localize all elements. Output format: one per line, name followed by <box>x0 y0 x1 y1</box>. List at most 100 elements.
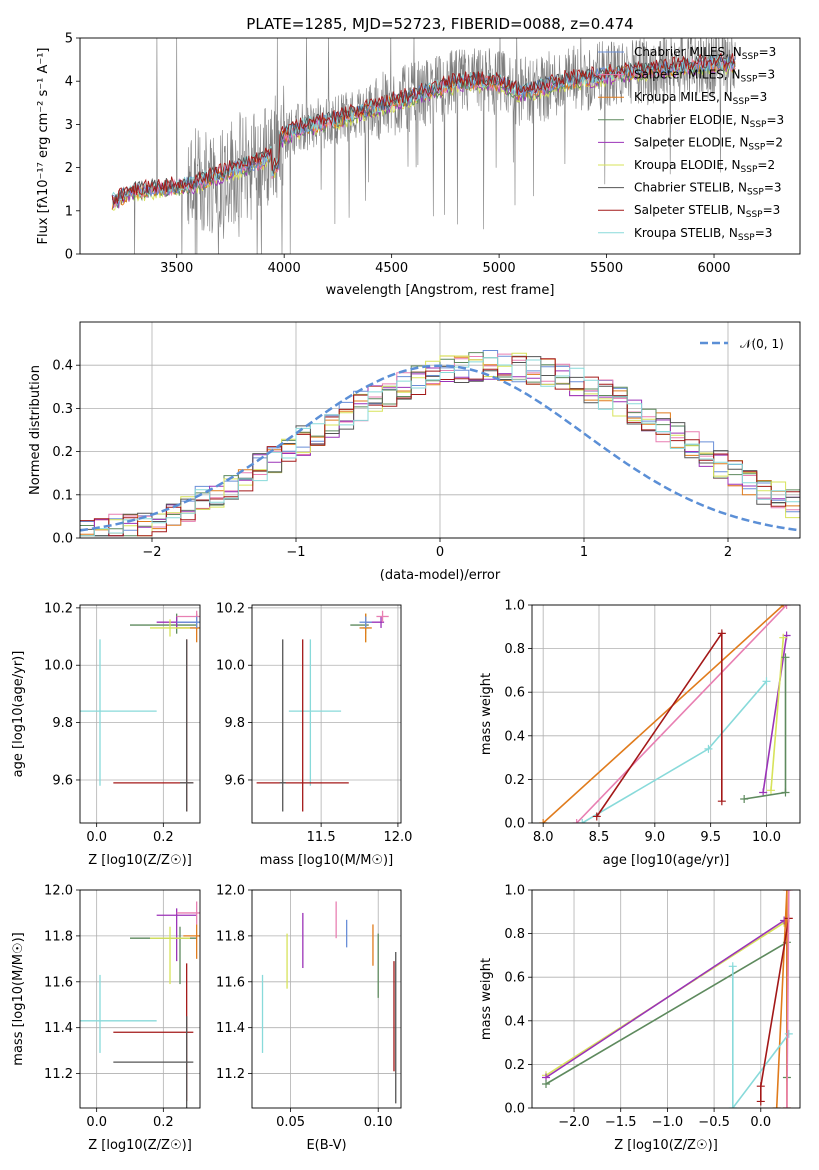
axes-frame <box>251 604 402 824</box>
y-tick-label: 0.1 <box>52 488 73 503</box>
y-tick-label: 0.2 <box>504 773 525 788</box>
weight-line-salpeter_stelib <box>596 630 723 817</box>
x-axis-label: Z [log10(Z/Z☉)] <box>88 1138 192 1153</box>
y-tick-label: 10.2 <box>216 601 245 616</box>
model-spectrum-salpeter_stelib <box>111 52 736 205</box>
y-tick-label: 5 <box>65 32 73 47</box>
weight-marker-kroupa_stelib <box>728 962 737 971</box>
y-tick-label: 3 <box>65 118 73 133</box>
panel-age_vs_Z: 0.0 0.2 9.6 9.8 10.0 10.2 Z [log10(Z/Z☉)] age [… <box>11 601 201 868</box>
x-tick-label: 0.0 <box>86 830 107 845</box>
y-axis-label: mass weight <box>479 958 494 1040</box>
y-tick-label: 10.2 <box>44 601 73 616</box>
weight-marker-salpeter_stelib <box>717 629 726 638</box>
panel-weight_vs_age: 8.0 8.5 9.0 9.5 10.0 0.0 0.2 0.4 0.6 0.8 1.0 age [l… <box>479 599 801 868</box>
y-tick-label: 0 <box>65 248 73 263</box>
errorbar-kroupa_stelib <box>80 639 157 786</box>
y-tick-label: 0.6 <box>504 686 525 701</box>
x-tick-label: 0 <box>436 545 444 560</box>
y-tick-label: 12.0 <box>216 884 245 899</box>
weight-marker-salpeter_stelib <box>592 812 601 821</box>
x-axis-label: Z [log10(Z/Z☉)] <box>88 853 192 868</box>
weight-marker-kroupa_stelib <box>762 677 771 686</box>
weight-marker-kroupa_stelib <box>578 819 587 823</box>
plot-area-weight_vs_age <box>539 605 791 823</box>
plot-area-mass_vs_ebv <box>261 901 397 1104</box>
axes-frame <box>79 321 801 539</box>
histogram-chabrier_miles <box>80 350 800 537</box>
weight-marker-kroupa_stelib <box>728 1104 737 1108</box>
x-tick-label: −1 <box>286 545 305 560</box>
histogram-kroupa_miles <box>80 355 800 535</box>
errorbar-salpeter_miles <box>376 610 389 623</box>
normal-reference-curve <box>80 364 800 532</box>
y-tick-label: 0.0 <box>52 532 73 547</box>
y-tick-label: 1 <box>65 204 73 219</box>
errorbar-chabrier_miles <box>176 616 200 628</box>
y-tick-label: 11.8 <box>44 929 73 944</box>
y-tick-label: 0.2 <box>52 445 73 460</box>
errorbar-kroupa_elodie <box>150 926 190 985</box>
x-tick-label: 5000 <box>483 261 516 276</box>
plot-area-residuals <box>80 350 800 537</box>
errorbar-kroupa_stelib <box>288 639 342 786</box>
x-axis-label: wavelength [Angstrom, rest frame] <box>326 283 555 298</box>
axes-frame <box>79 889 201 1109</box>
y-tick-label: 11.6 <box>44 975 73 990</box>
x-tick-label: 4500 <box>375 261 408 276</box>
x-tick-label: −2 <box>142 545 161 560</box>
x-tick-label: 9.5 <box>700 830 721 845</box>
weight-line-kroupa_miles <box>542 605 784 823</box>
y-tick-label: 11.4 <box>44 1021 73 1036</box>
legend-label-normal: 𝒩(0, 1) <box>740 337 784 351</box>
y-tick-label: 0.8 <box>504 927 525 942</box>
x-axis-label: E(B-V) <box>306 1138 346 1153</box>
x-tick-label: 5500 <box>590 261 623 276</box>
x-tick-label: 0.2 <box>153 1115 174 1130</box>
x-tick-label: 0.10 <box>364 1115 393 1130</box>
x-tick-label: 0.0 <box>86 1115 107 1130</box>
axes-frame <box>79 37 801 255</box>
weight-marker-salpeter_stelib <box>756 1097 765 1106</box>
y-tick-label: 0.4 <box>52 359 73 374</box>
y-tick-label: 12.0 <box>44 884 73 899</box>
y-axis-label: Normed distribution <box>28 365 43 495</box>
weight-line-salpeter_miles <box>786 890 790 1108</box>
weight-marker-kroupa_miles <box>539 819 548 823</box>
y-tick-label: 11.2 <box>44 1067 73 1082</box>
panel-residuals: −2 −1 0 1 2 0.0 0.1 0.2 0.3 0.4 (data-model)/error… <box>28 321 801 583</box>
x-tick-label: 4000 <box>268 261 301 276</box>
x-axis-label: (data-model)/error <box>380 568 501 583</box>
weight-marker-salpeter_elodie <box>759 788 768 797</box>
y-axis-label: Flux [fλ10⁻¹⁷ erg cm⁻² s⁻¹ A⁻¹] <box>36 48 51 245</box>
weight-marker-salpeter_stelib <box>717 797 726 806</box>
panel-spectrum: 3500 4000 4500 5000 5500 6000 0 1 2 3 4 5 PLATE=1285… <box>36 15 801 298</box>
weight-marker-chabrier_elodie <box>781 653 790 662</box>
x-tick-label: 8.5 <box>589 830 610 845</box>
y-tick-label: 1.0 <box>504 884 525 899</box>
y-tick-label: 4 <box>65 75 73 90</box>
x-tick-label: 2 <box>724 545 732 560</box>
y-axis-label: age [log10(age/yr)] <box>11 651 26 778</box>
weight-line-salpeter_stelib <box>760 918 790 1102</box>
weight-line-kroupa_elodie <box>770 637 785 791</box>
axes-frame <box>531 889 801 1109</box>
y-tick-label: 0.6 <box>504 971 525 986</box>
y-tick-label: 9.6 <box>224 773 245 788</box>
y-tick-label: 0.3 <box>52 402 73 417</box>
weight-line-chabrier_elodie <box>545 940 788 1085</box>
x-axis-label: Z [log10(Z/Z☉)] <box>614 1138 718 1153</box>
weight-line-salpeter_miles <box>576 605 788 823</box>
y-tick-label: 0.0 <box>504 817 525 832</box>
model-spectrum-chabrier_stelib <box>111 54 736 205</box>
x-axis-label: age [log10(age/yr)] <box>603 853 730 868</box>
histogram-salpeter_stelib <box>80 356 800 537</box>
legend-label-salpeter_stelib: Salpeter STELIB, NSSP=3 <box>634 203 780 220</box>
y-tick-label: 11.4 <box>216 1021 245 1036</box>
histogram-kroupa_elodie <box>80 352 800 537</box>
y-tick-label: 9.8 <box>224 716 245 731</box>
histogram-chabrier_stelib <box>80 356 800 537</box>
errorbar-chabrier_stelib <box>279 639 286 812</box>
legend-label-chabrier_stelib: Chabrier STELIB, NSSP=3 <box>634 181 782 198</box>
